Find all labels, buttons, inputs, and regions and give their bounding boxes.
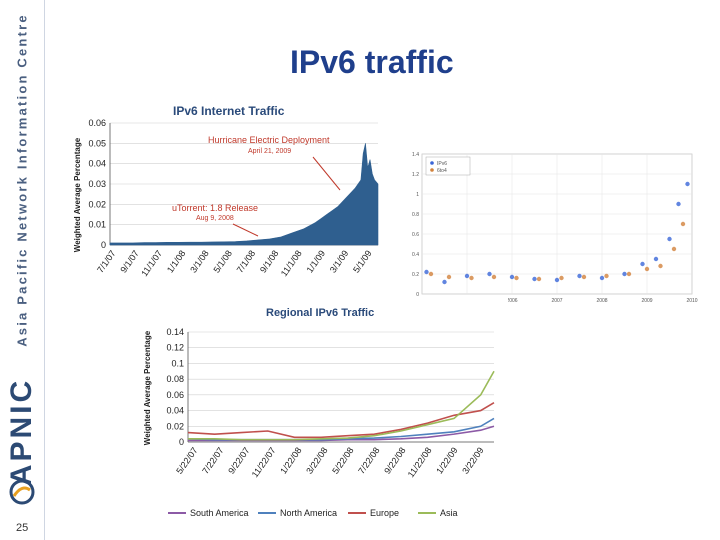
scatter-point-IPv6 [442,279,447,285]
scatter-point-IPv6 [554,277,560,283]
traffic-area [109,143,379,246]
scatter-point-IPv6 [577,273,582,279]
y-tick-label: 0.06 [166,390,184,400]
y-tick-label: 0.08 [166,374,184,384]
y-tick-label: 0.02 [88,199,106,209]
organization-name: Asia Pacific Network Information Centre [14,13,30,347]
scatter-point-IPv6 [640,261,645,267]
apnic-wordmark: APNIC [5,377,38,487]
legend-box [425,156,471,176]
scatter-point-IPv6 [653,256,659,262]
scatter-point-IPv6 [487,271,492,277]
legend-label: Europe [370,508,399,518]
chart3-ylabel: Weighted Average Percentage [143,330,152,445]
legend-label: South America [190,508,249,518]
chart3-title: Regional IPv6 Traffic [266,307,374,319]
x-tick-label: 2010 [686,298,697,304]
scatter-point-6to4 [658,263,663,269]
scatter-point-6to4 [491,274,497,280]
slide-title: IPv6 traffic [290,44,454,80]
legend-label: 6to4 [437,168,447,174]
scatter-point-6to4 [626,271,632,277]
y-tick-label: 0.04 [88,159,106,169]
scatter-point-IPv6 [622,271,627,277]
sidebar: Asia Pacific Network Information Centre … [0,0,45,540]
y-tick-label: 0 [416,292,419,298]
y-tick-label: 0 [179,437,184,447]
scatter-point-IPv6 [532,276,537,282]
x-tick-label: 2007 [551,298,562,304]
y-tick-label: 1.2 [412,172,419,178]
chart1-title: IPv6 Internet Traffic [173,104,285,118]
y-tick-label: 1 [416,192,419,198]
scatter-point-6to4 [604,273,609,279]
scatter-point-IPv6 [685,181,690,187]
y-tick-label: 0.03 [88,179,106,189]
legend-marker [430,161,434,165]
apnic-logo-icon [9,479,35,505]
y-tick-label: 0 [101,240,106,250]
y-tick-label: 0.6 [412,232,419,238]
y-tick-label: 1.4 [412,152,419,158]
y-tick-label: 0.12 [166,343,184,353]
annotation-date: Aug 9, 2008 [196,215,234,222]
annotation-arrow [312,156,341,191]
y-tick-label: 0.14 [166,327,184,337]
regional-ipv6-traffic-chart: Regional IPv6 Traffic Weighted Average P… [138,298,508,530]
scatter-point-6to4 [469,275,474,281]
x-tick-label: 2009 [641,298,652,304]
x-tick-label: 2008 [596,298,607,304]
scatter-point-6to4 [671,246,677,252]
legend-marker [430,168,434,172]
scatter-point-6to4 [514,275,519,281]
legend-label: Asia [440,508,458,518]
annotation-label: Hurricane Electric Deployment [208,135,330,145]
y-tick-label: 0.4 [412,252,419,258]
scatter-point-IPv6 [667,236,672,242]
scatter-point-IPv6 [464,273,470,279]
y-tick-label: 0.05 [88,138,106,148]
scatter-point-6to4 [428,271,434,277]
series-line-asia [188,370,495,441]
ipv6-scatter-chart: 00.20.40.60.811.21.4 2004200520062007200… [402,142,700,322]
scatter-point-IPv6 [676,201,681,207]
annotation-date: April 21, 2009 [248,148,291,155]
ipv6-internet-traffic-chart: IPv6 Internet Traffic Weighted Average P… [68,95,388,295]
y-tick-label: 0.06 [88,118,106,128]
x-tick-label: 2006 [506,298,517,304]
page-number: 25 [16,522,29,534]
scatter-point-6to4 [446,274,452,280]
scatter-point-6to4 [581,274,587,280]
y-tick-label: 0.1 [171,358,184,368]
y-tick-label: 0.8 [412,212,419,218]
annotation-label: uTorrent: 1.8 Release [172,203,258,213]
scatter-point-6to4 [644,266,650,272]
scatter-point-6to4 [680,221,686,227]
y-tick-label: 0.04 [166,406,184,416]
scatter-point-IPv6 [424,269,429,275]
y-tick-label: 0.02 [166,421,184,431]
scatter-point-IPv6 [599,275,605,281]
scatter-point-IPv6 [509,274,515,280]
y-tick-label: 0.2 [412,272,419,278]
legend-label: IPv6 [437,161,447,167]
scatter-point-6to4 [536,276,542,282]
chart1-ylabel: Weighted Average Percentage [73,137,82,252]
y-tick-label: 0.01 [88,220,106,230]
scatter-point-6to4 [559,275,564,281]
legend-label: North America [280,508,337,518]
annotation-arrow [232,223,259,237]
series-line-europe [187,402,495,439]
